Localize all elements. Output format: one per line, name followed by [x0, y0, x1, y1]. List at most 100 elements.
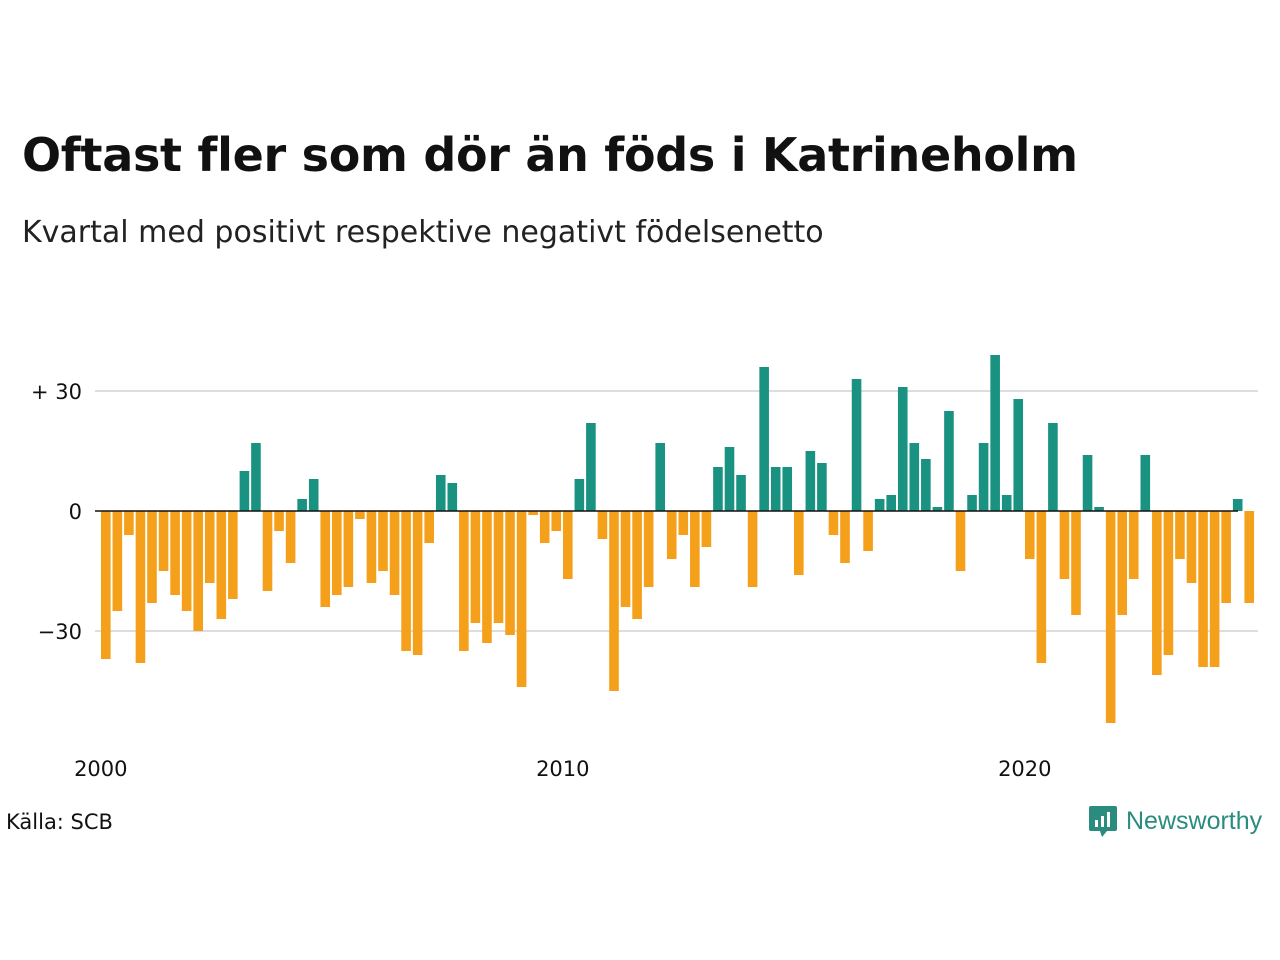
y-tick-label: + 30: [31, 380, 82, 404]
bar-negative: [112, 511, 123, 611]
bar-positive: [574, 479, 585, 511]
bar-negative: [193, 511, 203, 631]
bar-negative: [343, 511, 354, 587]
brand-logo: Newsworthy: [1088, 804, 1262, 838]
bar-negative: [424, 511, 434, 543]
bar-positive: [1082, 455, 1093, 511]
bar-negative: [262, 511, 273, 591]
bar-positive: [297, 499, 307, 511]
y-tick-label: −30: [38, 620, 82, 644]
bar-negative: [366, 511, 377, 583]
bar-negative: [378, 511, 388, 571]
bar-positive: [782, 467, 793, 511]
bar-negative: [1152, 511, 1162, 675]
bar-positive: [921, 459, 931, 511]
bar-negative: [1036, 511, 1047, 663]
brand-name: Newsworthy: [1126, 806, 1263, 835]
bar-negative: [355, 511, 365, 519]
y-tick-label: 0: [69, 500, 82, 524]
bar-positive: [851, 379, 862, 511]
bar-negative: [632, 511, 642, 619]
bar-negative: [216, 511, 227, 619]
bar-positive: [990, 355, 1000, 511]
bar-negative: [401, 511, 411, 651]
bar-positive: [724, 447, 735, 511]
bar-negative: [170, 511, 180, 595]
bar-positive: [586, 423, 596, 511]
bar-positive: [713, 467, 723, 511]
bar-negative: [1209, 511, 1220, 667]
bar-positive: [978, 443, 989, 511]
bar-positive: [817, 463, 827, 511]
bar-negative: [101, 511, 111, 659]
bar-negative: [1221, 511, 1231, 603]
bar-negative: [482, 511, 492, 643]
bar-positive: [1048, 423, 1058, 511]
bar-negative: [1117, 511, 1127, 615]
bar-negative: [516, 511, 527, 687]
bar-positive: [447, 483, 458, 511]
chart-title: Oftast fler som dör än föds i Katrinehol…: [22, 128, 1078, 182]
bar-positive: [435, 475, 446, 511]
bar-negative: [1186, 511, 1197, 583]
bar-negative: [701, 511, 712, 547]
bar-negative: [228, 511, 238, 599]
bar-negative: [1128, 511, 1139, 579]
bar-positive: [770, 467, 781, 511]
newsworthy-logo-icon: [1089, 806, 1117, 837]
bar-positive: [1001, 495, 1012, 511]
bar-negative: [620, 511, 631, 607]
bar-negative: [597, 511, 608, 539]
bar-negative: [1071, 511, 1081, 615]
bar-negative: [666, 511, 677, 559]
bar-negative: [539, 511, 550, 543]
bar-positive: [805, 451, 816, 511]
bar-negative: [551, 511, 562, 531]
bar-negative: [459, 511, 469, 651]
bar-negative: [1163, 511, 1174, 655]
bar-negative: [158, 511, 169, 571]
bar-positive: [909, 443, 920, 511]
x-tick-label: 2010: [536, 757, 589, 781]
bar-negative: [690, 511, 700, 587]
bar-negative: [124, 511, 134, 535]
bar-negative: [147, 511, 157, 603]
bar-negative: [643, 511, 654, 587]
bar-negative: [274, 511, 284, 531]
bar-positive: [1140, 455, 1151, 511]
bar-positive: [874, 499, 885, 511]
bar-positive: [308, 479, 319, 511]
bar-negative: [204, 511, 215, 583]
bar-positive: [886, 495, 896, 511]
bar-negative: [747, 511, 758, 587]
bar-negative: [794, 511, 804, 575]
bar-negative: [840, 511, 850, 563]
bar-positive: [967, 495, 977, 511]
bar-positive: [932, 507, 943, 511]
bar-negative: [1198, 511, 1208, 667]
bar-positive: [1094, 507, 1104, 511]
bar-negative: [285, 511, 296, 563]
bar-positive: [736, 475, 746, 511]
bar-negative: [563, 511, 573, 579]
bar-negative: [678, 511, 689, 535]
bar-negative: [505, 511, 515, 635]
bar-negative: [1105, 511, 1116, 723]
bar-positive: [239, 471, 250, 511]
x-tick-label: 2020: [998, 757, 1051, 781]
bar-negative: [320, 511, 331, 607]
chart-subtitle: Kvartal med positivt respektive negativt…: [22, 215, 824, 250]
bar-positive: [251, 443, 261, 511]
bar-positive: [897, 387, 908, 511]
bar-negative: [528, 511, 538, 515]
bar-negative: [135, 511, 146, 663]
bar-negative: [1059, 511, 1070, 579]
bar-negative: [609, 511, 619, 691]
bar-negative: [1175, 511, 1185, 559]
bar-negative: [389, 511, 400, 595]
bar-positive: [655, 443, 665, 511]
bar-positive: [944, 411, 954, 511]
bar-negative: [863, 511, 873, 551]
bar-negative: [828, 511, 839, 535]
bar-positive: [759, 367, 769, 511]
